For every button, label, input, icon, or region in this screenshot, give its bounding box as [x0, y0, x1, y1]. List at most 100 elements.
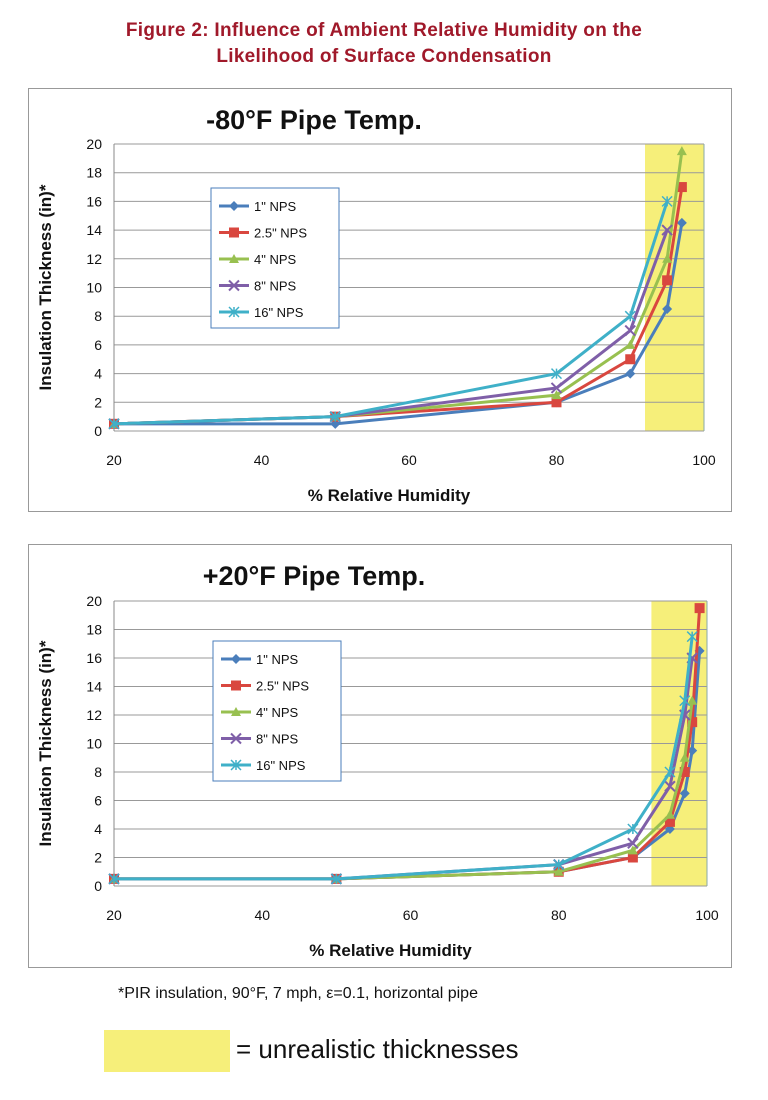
chart-panel-1: -80°F Pipe Temp. 0 2 4 6 8 10 12 14 16 18 20 20 40 60 8…: [28, 88, 732, 512]
marker-star: [679, 695, 691, 707]
x-tick-label: 40: [254, 907, 270, 923]
marker-star: [553, 859, 565, 871]
chart-1: -80°F Pipe Temp. 0 2 4 6 8 10 12 14 16 18 20 20 40 60 8…: [36, 105, 716, 505]
marker-x: [664, 780, 676, 792]
y-tick-label: 14: [86, 222, 102, 238]
marker-triangle: [662, 253, 673, 263]
y-tick-label: 16: [86, 650, 102, 666]
marker-star: [330, 873, 342, 885]
chart-panel-2: +20°F Pipe Temp. 0 2 4 6 8 10 12 14 16 18 20 20 40 60 8…: [28, 544, 732, 968]
marker-triangle: [625, 339, 636, 349]
y-tick-label: 6: [94, 793, 102, 809]
x-tick-label: 60: [403, 907, 419, 923]
x-tick-label: 40: [254, 452, 270, 468]
legend-label: 1" NPS: [254, 199, 297, 214]
y-tick-label: 6: [94, 337, 102, 353]
x-tick-label: 20: [106, 452, 122, 468]
marker-triangle: [664, 809, 675, 819]
legend-label: 4" NPS: [256, 705, 299, 720]
marker-star: [624, 310, 636, 322]
marker-x: [661, 224, 673, 236]
y-tick-label: 20: [86, 136, 102, 152]
x-axis-label: % Relative Humidity: [309, 941, 472, 960]
series-line: [113, 186, 684, 426]
legend-label: 16" NPS: [256, 758, 306, 773]
x-tick-label: 80: [549, 452, 565, 468]
chart-2: +20°F Pipe Temp. 0 2 4 6 8 10 12 14 16 18 20 20 40 60 8…: [36, 561, 719, 960]
y-tick-label: 2: [94, 394, 102, 410]
x-tick-label: 60: [401, 452, 417, 468]
marker-triangle: [627, 845, 638, 855]
marker-x: [627, 837, 639, 849]
y-tick-label: 4: [94, 821, 102, 837]
x-axis-label: % Relative Humidity: [308, 486, 471, 505]
y-tick-label: 16: [86, 193, 102, 209]
legend-label: 4" NPS: [254, 252, 297, 267]
legend-label: 8" NPS: [254, 279, 297, 294]
marker-star: [108, 873, 120, 885]
marker-star: [627, 823, 639, 835]
chart-title: +20°F Pipe Temp.: [203, 561, 426, 591]
figure-title-line2: Likelihood of Surface Condensation: [216, 46, 552, 67]
chart-title: -80°F Pipe Temp.: [206, 105, 422, 135]
x-tick-label: 100: [692, 452, 716, 468]
y-tick-label: 12: [86, 251, 102, 267]
marker-diamond: [676, 217, 687, 228]
y-tick-label: 0: [94, 878, 102, 894]
marker-star: [550, 368, 563, 380]
marker-star: [228, 306, 240, 318]
marker-x: [624, 324, 636, 337]
series-line: [114, 222, 684, 426]
marker-diamond: [231, 654, 241, 664]
key-label: = unrealistic thicknesses: [236, 1034, 519, 1064]
y-tick-label: 14: [86, 679, 102, 695]
marker-square: [694, 603, 705, 614]
marker-star: [108, 418, 120, 430]
legend-label: 1" NPS: [256, 652, 299, 667]
marker-diamond: [625, 368, 636, 379]
y-tick-label: 0: [94, 423, 102, 439]
marker-square: [687, 717, 698, 728]
figure-title: Figure 2: Influence of Ambient Relative …: [0, 18, 768, 70]
marker-diamond: [662, 304, 673, 315]
marker-triangle: [679, 752, 690, 762]
marker-square: [676, 182, 687, 193]
y-tick-label: 4: [94, 366, 102, 382]
y-tick-label: 8: [94, 764, 102, 780]
marker-star: [686, 631, 698, 643]
marker-square: [627, 852, 638, 863]
y-tick-label: 18: [86, 165, 102, 181]
marker-diamond: [229, 201, 239, 211]
x-tick-label: 20: [106, 907, 122, 923]
marker-triangle: [553, 866, 564, 876]
marker-square: [625, 354, 636, 365]
series-line: [114, 636, 694, 881]
marker-x: [228, 279, 240, 292]
series-line: [114, 650, 702, 881]
legend-label: 2.5" NPS: [254, 226, 307, 241]
legend-label: 2.5" NPS: [256, 679, 309, 694]
figure-title-line1: Figure 2: Influence of Ambient Relative …: [125, 20, 643, 41]
marker-star: [664, 766, 676, 778]
legend-label: 16" NPS: [254, 305, 304, 320]
x-tick-label: 80: [551, 907, 567, 923]
y-tick-label: 12: [86, 707, 102, 723]
legend-label: 8" NPS: [256, 732, 299, 747]
marker-triangle: [687, 695, 698, 705]
y-axis-label: Insulation Thickness (in)*: [36, 640, 55, 846]
marker-square: [679, 767, 690, 777]
marker-triangle: [231, 707, 241, 716]
marker-square: [229, 227, 239, 238]
y-tick-label: 8: [94, 308, 102, 324]
x-tick-label: 100: [695, 907, 719, 923]
marker-triangle: [229, 254, 239, 263]
marker-star: [230, 759, 242, 771]
marker-square: [662, 275, 673, 286]
key-swatch: [104, 1030, 230, 1072]
marker-square: [664, 816, 675, 827]
series-line: [114, 657, 694, 881]
y-tick-label: 2: [94, 850, 102, 866]
y-tick-label: 20: [86, 593, 102, 609]
marker-triangle: [676, 146, 687, 156]
marker-triangle: [551, 390, 562, 400]
